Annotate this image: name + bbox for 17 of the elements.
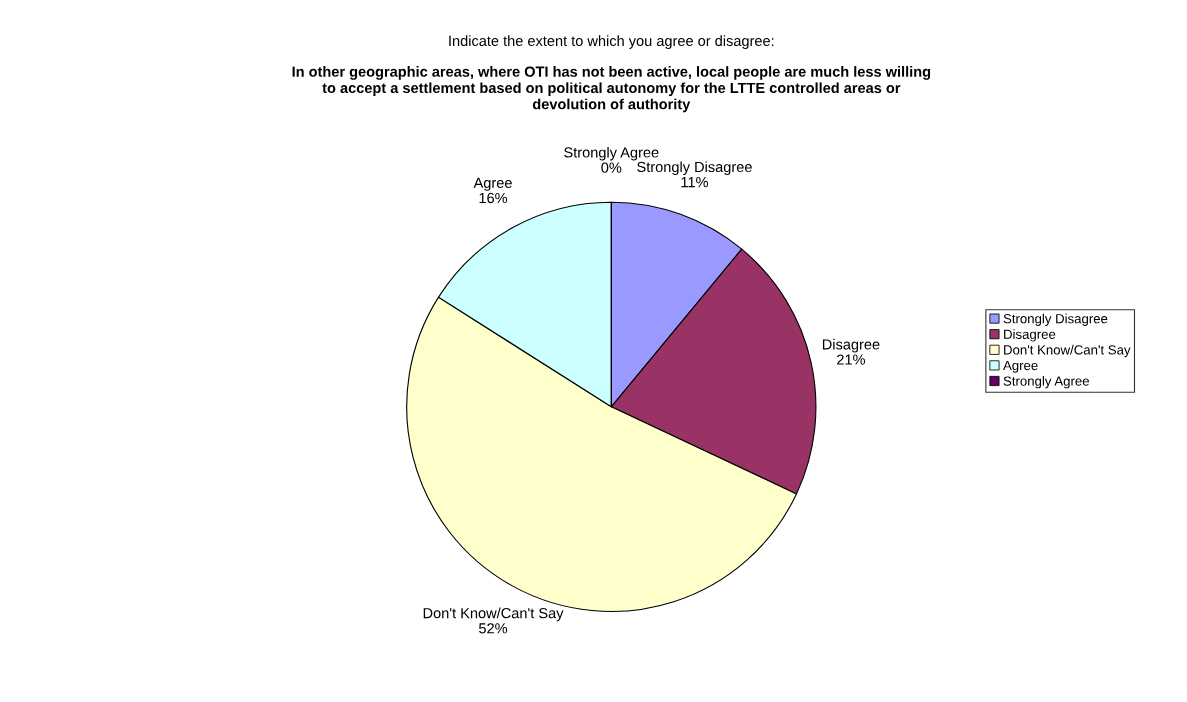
slice-label: Don't Know/Can't Say	[423, 607, 564, 622]
text: 0%	[601, 162, 622, 173]
legend-label: Strongly Disagree	[1003, 313, 1108, 326]
chart-title: Indicate the extent to which you agree or disagree:	[449, 35, 774, 49]
data-label: 21%	[837, 354, 866, 365]
slice-label: Disagree	[822, 338, 880, 353]
data-label: 11%	[681, 177, 709, 188]
legend-label: Agree	[1003, 360, 1038, 373]
chart-subtitle: In other geographic areas, where OTI has not been active, local people are much less willing to accept a settlement based on political autonomy for the LTTE controlled areas or devolution of authority	[292, 66, 931, 113]
legend-label: Don't Know/Can't Say	[1004, 344, 1131, 358]
legend-label: Disagree	[1004, 329, 1056, 342]
legend-label: Strongly Agree	[1003, 376, 1089, 389]
data-label: 52%	[479, 623, 508, 634]
category-label: Strongly Agree	[564, 146, 659, 161]
slice-label: Agree	[473, 177, 512, 191]
slice-label: Strongly Disagree	[637, 161, 752, 175]
data-label: 16%	[479, 192, 508, 204]
